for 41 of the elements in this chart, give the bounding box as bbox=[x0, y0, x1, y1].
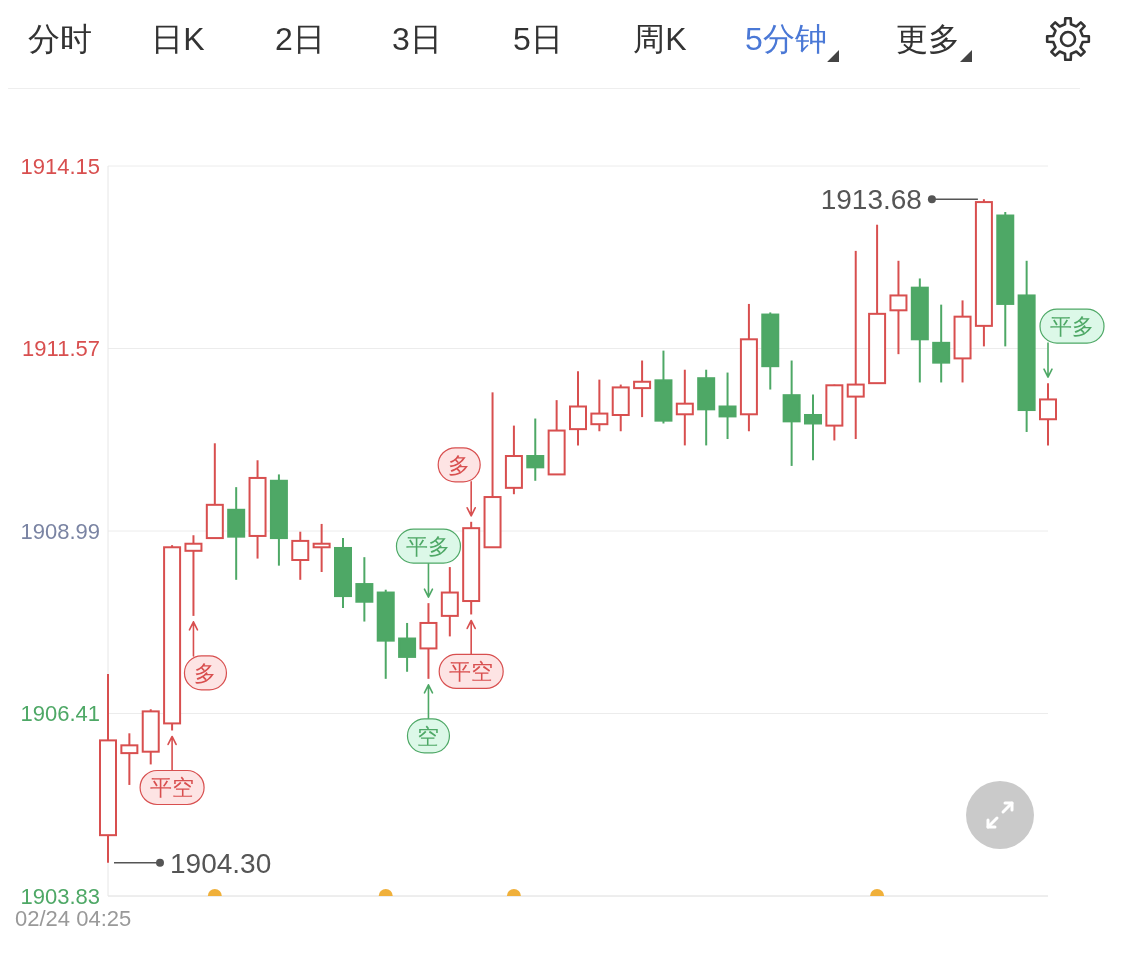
candlestick bbox=[184, 534, 203, 617]
candlestick bbox=[633, 359, 652, 419]
text: 平多 bbox=[1050, 314, 1094, 340]
y-tick-label: 1906.41 bbox=[20, 701, 100, 727]
annotation: 1913.68 bbox=[820, 184, 922, 216]
candlestick bbox=[846, 249, 865, 441]
candlestick bbox=[932, 303, 951, 384]
candlestick bbox=[590, 378, 609, 433]
candlestick bbox=[312, 522, 331, 574]
candlestick bbox=[718, 371, 737, 441]
candlestick bbox=[889, 259, 908, 356]
text: 3日 bbox=[392, 20, 442, 58]
y-tick-label: 1903.83 bbox=[20, 883, 100, 909]
candlestick bbox=[1039, 382, 1057, 447]
annotation: 多 bbox=[448, 452, 471, 478]
annotation: 空 bbox=[417, 723, 440, 749]
text: 5分钟 bbox=[745, 20, 827, 58]
text: 5日 bbox=[513, 20, 563, 58]
candlestick bbox=[675, 368, 694, 447]
text: 更多 bbox=[896, 20, 960, 58]
annotation: 平空 bbox=[150, 775, 195, 801]
y-tick-label: 1911.57 bbox=[22, 336, 100, 362]
text: 分时 bbox=[28, 20, 92, 58]
candlestick bbox=[804, 393, 822, 462]
y-tick-label: 1914.15 bbox=[20, 153, 100, 179]
candlestick bbox=[440, 566, 459, 638]
annotation: 1904.30 bbox=[170, 847, 272, 879]
annotation: 平空 bbox=[449, 659, 494, 685]
candlestick bbox=[355, 556, 374, 623]
candlestick bbox=[291, 530, 310, 581]
text: 周K bbox=[633, 20, 687, 58]
candlestick bbox=[569, 370, 587, 447]
text: 日K bbox=[151, 20, 205, 58]
text: 02/24 04:25 bbox=[15, 906, 132, 932]
candlestick bbox=[526, 417, 545, 482]
text: 2日 bbox=[275, 20, 325, 58]
annotation: 多 bbox=[194, 660, 217, 686]
candlestick bbox=[120, 732, 139, 786]
candlestick bbox=[398, 621, 417, 673]
annotation: 平多 bbox=[406, 534, 451, 560]
y-tick-label: 1908.99 bbox=[20, 518, 100, 544]
